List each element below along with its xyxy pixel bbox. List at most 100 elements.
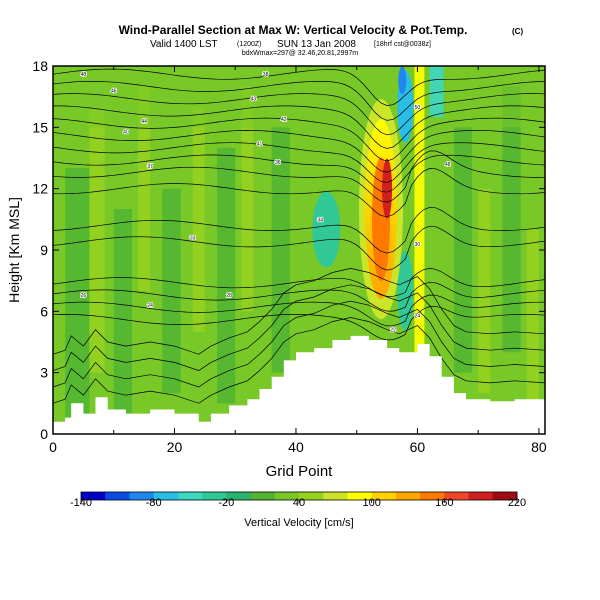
theta-contour <box>52 206 546 254</box>
colorbar-swatch <box>81 492 106 500</box>
theta-contour <box>52 130 546 173</box>
colorbar-swatch <box>371 492 397 500</box>
contour-label: 30 <box>415 242 421 248</box>
colorbar-tick-label: 40 <box>293 497 305 509</box>
theta-contour <box>52 150 546 203</box>
x-tick-label: 40 <box>288 439 304 455</box>
colorbar-swatch <box>420 492 445 500</box>
colorbar-swatch <box>250 492 276 500</box>
valid-time-utc: (1200Z) <box>237 41 262 48</box>
field-downdraft-core <box>398 66 407 95</box>
colorbar-swatch <box>323 492 348 500</box>
contour-label: 50 <box>415 105 421 111</box>
x-tick-label: 20 <box>167 439 183 455</box>
colorbar-tick-label: 220 <box>508 497 526 509</box>
contour-label: 42 <box>281 117 287 123</box>
colorbar-swatch <box>153 492 179 500</box>
y-tick-label: 15 <box>32 119 48 135</box>
y-tick-label: 3 <box>40 365 48 381</box>
colorbar-swatch <box>226 492 251 500</box>
contour-label: 37 <box>147 164 153 170</box>
contour-labels: 48 46 38 44 43 42 40 41 37 36 34 33 50 48 30 26 24 28 22 24 <box>80 71 452 334</box>
contour-label: 38 <box>263 72 269 78</box>
theta-contour <box>52 154 546 193</box>
colorbar-swatch <box>395 492 421 500</box>
y-tick-label: 0 <box>40 426 48 442</box>
theta-contour <box>52 268 546 355</box>
copyright-mark: (C) <box>512 27 523 36</box>
colorbar-tick-label: -20 <box>218 497 234 509</box>
colorbar-label: Vertical Velocity [cm/s] <box>244 517 353 529</box>
field-band <box>526 229 539 414</box>
colorbar-swatch <box>177 492 203 500</box>
theta-contour <box>52 117 546 162</box>
colorbar-swatch <box>299 492 324 500</box>
theta-contour <box>52 284 546 371</box>
field-band-upper <box>53 66 545 128</box>
contour-label: 48 <box>445 162 451 168</box>
y-axis: 0 3 6 9 12 15 18 <box>32 58 545 442</box>
theta-contour <box>52 93 546 136</box>
y-tick-label: 9 <box>40 242 48 258</box>
field-band <box>241 86 254 312</box>
x-tick-label: 60 <box>410 439 426 455</box>
field-band <box>453 127 473 373</box>
field-band <box>162 188 181 394</box>
field-band <box>478 188 491 394</box>
contour-label: 33 <box>190 236 196 242</box>
field-updraft-max <box>382 158 393 219</box>
colorbar-swatch <box>202 492 227 500</box>
theta-contour <box>52 281 546 312</box>
contour-label: 28 <box>226 293 232 299</box>
contour-label: 24 <box>147 303 153 309</box>
theta-contour <box>53 105 546 149</box>
field-band <box>138 86 151 291</box>
contour-label: 26 <box>81 293 87 299</box>
colorbar-swatch <box>444 492 469 500</box>
x-axis: 0 20 40 60 80 <box>49 66 547 455</box>
colorbar-tick-label: 160 <box>435 497 453 509</box>
theta-contour <box>52 80 546 121</box>
chart-subtitle: bdxWmax=297@ 32.46,20.81,2997m <box>242 50 358 57</box>
valid-time-main: Valid 1400 LST <box>150 39 218 50</box>
theta-contour <box>52 225 546 271</box>
colorbar-tick-label: -80 <box>146 497 162 509</box>
theta-contour <box>52 68 546 106</box>
x-tick-label: 80 <box>531 439 547 455</box>
theta-contour <box>52 268 546 297</box>
field-band <box>192 106 205 332</box>
field-cyan-patch <box>397 250 414 331</box>
colorbar-swatch <box>492 492 518 500</box>
valid-time-date: SUN 13 Jan 2008 <box>277 39 356 50</box>
field-band <box>271 127 290 373</box>
chart-title: Wind-Parallel Section at Max W: Vertical… <box>119 23 468 37</box>
contour-label: 34 <box>317 217 323 223</box>
contour-label: 44 <box>141 119 147 125</box>
velocity-field <box>53 66 545 424</box>
theta-contour <box>52 142 546 183</box>
y-tick-label: 12 <box>32 181 48 197</box>
x-tick-label: 0 <box>49 439 57 455</box>
field-cyan-column <box>429 66 444 118</box>
field-cyan-patch <box>312 191 341 268</box>
colorbar-swatch <box>274 492 300 500</box>
colorbar-swatch <box>129 492 155 500</box>
contour-label: 43 <box>251 97 257 103</box>
field-band <box>502 86 521 353</box>
y-tick-label: 18 <box>32 58 48 74</box>
colorbar-swatch <box>105 492 130 500</box>
theta-contour <box>52 300 546 388</box>
contour-label: 24 <box>415 313 421 319</box>
contour-label: 41 <box>257 142 263 148</box>
terrain-mask <box>53 335 545 434</box>
field-band <box>65 168 90 424</box>
y-tick-label: 6 <box>40 303 48 319</box>
colorbar-ticks: -140 -80 -20 40 100 160 220 <box>70 497 526 509</box>
contour-label: 22 <box>390 328 396 334</box>
field-yellow-column <box>414 66 425 353</box>
colorbar-tick-label: -140 <box>70 497 92 509</box>
colorbar-tick-label: 100 <box>362 497 380 509</box>
colorbar-swatch <box>347 492 373 500</box>
theta-contour <box>52 168 546 218</box>
